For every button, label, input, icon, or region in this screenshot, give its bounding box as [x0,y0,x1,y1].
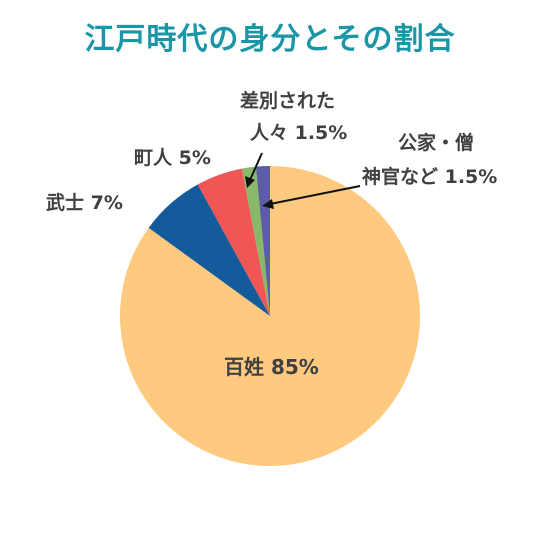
pie-slice-3 [241,166,270,316]
pie-slice-0 [120,166,421,466]
label-chonin: 町人 5% [134,147,211,169]
pie-slices [120,166,421,466]
pie-slice-2 [197,168,270,316]
chart-title: 江戸時代の身分とその割合 [84,22,456,57]
callout-arrows [245,152,361,209]
label-sabetsu-line2: 人々 1.5% [250,122,348,144]
label-kuge-line1: 公家・僧 [398,132,475,154]
label-kuge-line2: 神官など 1.5% [362,166,498,188]
label-bushi: 武士 7% [46,192,123,214]
callout-line-sabetsu [249,152,263,181]
label-hyakusho: 百姓 85% [224,355,319,379]
callout-arrowhead-kuge [262,199,274,209]
label-sabetsu-line1: 差別された [240,90,336,112]
pie-slice-1 [148,184,270,316]
callout-arrowhead-sabetsu [245,176,255,188]
callout-line-kuge [269,185,361,205]
